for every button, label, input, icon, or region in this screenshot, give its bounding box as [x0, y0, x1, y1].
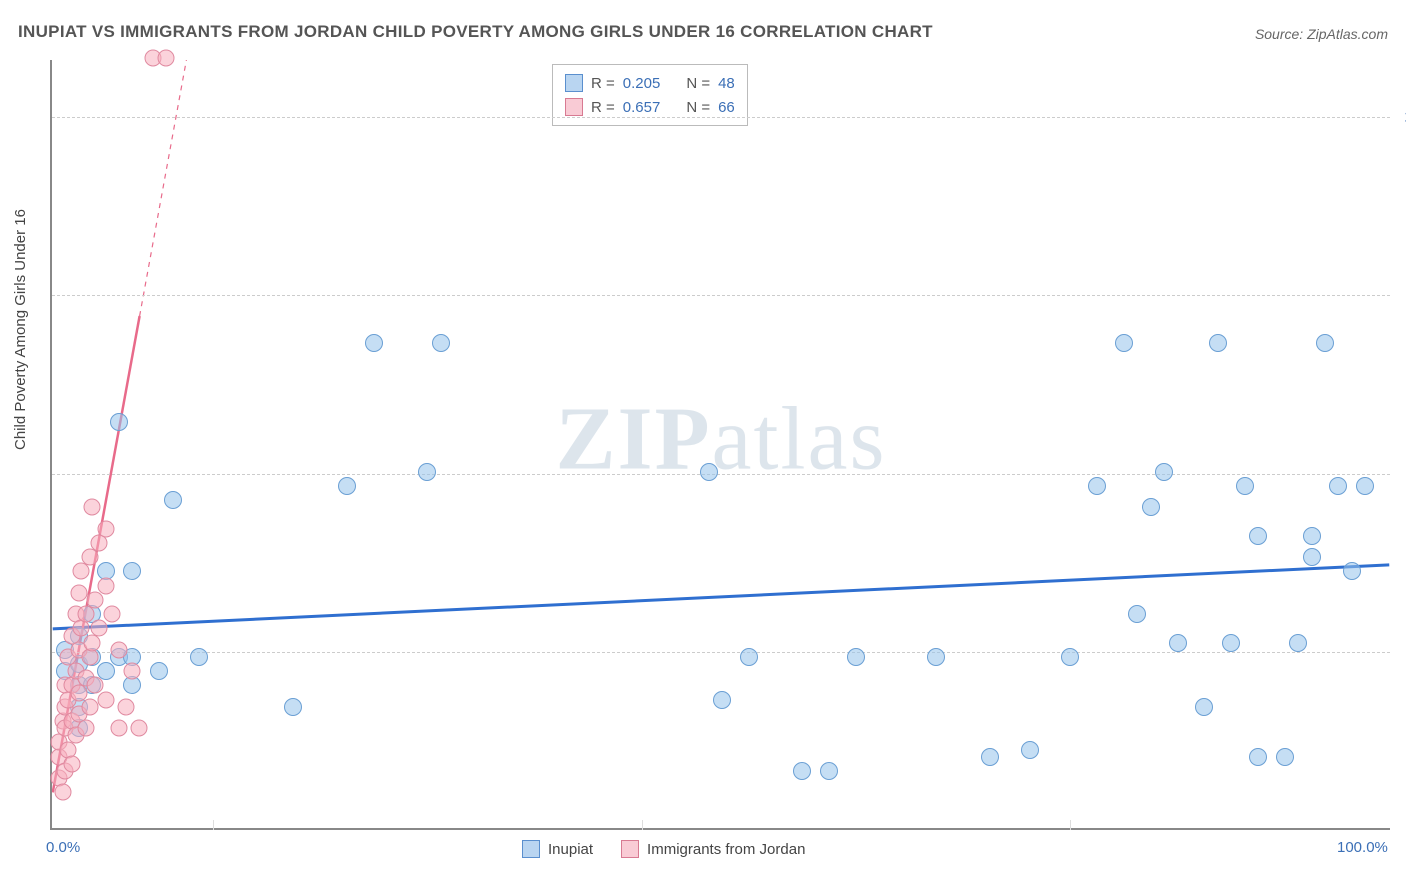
data-point — [97, 520, 114, 537]
data-point — [847, 648, 865, 666]
data-point — [70, 584, 87, 601]
data-point — [77, 720, 94, 737]
data-point — [1236, 477, 1254, 495]
data-point — [97, 577, 114, 594]
data-point — [131, 720, 148, 737]
data-point — [86, 591, 103, 608]
data-point — [1195, 698, 1213, 716]
data-point — [981, 748, 999, 766]
grid-line-v — [213, 820, 214, 830]
data-point — [1169, 634, 1187, 652]
data-point — [84, 499, 101, 516]
data-point — [64, 755, 81, 772]
data-point — [110, 413, 128, 431]
grid-line-v — [642, 820, 643, 830]
data-point — [1222, 634, 1240, 652]
data-point — [1303, 548, 1321, 566]
data-point — [365, 334, 383, 352]
chart-title: INUPIAT VS IMMIGRANTS FROM JORDAN CHILD … — [18, 22, 933, 42]
data-point — [1155, 463, 1173, 481]
trend-lines — [52, 60, 1390, 828]
data-point — [418, 463, 436, 481]
grid-line-h — [52, 117, 1390, 118]
data-point — [1316, 334, 1334, 352]
data-point — [1343, 562, 1361, 580]
data-point — [1329, 477, 1347, 495]
data-point — [157, 50, 174, 67]
data-point — [432, 334, 450, 352]
data-point — [1356, 477, 1374, 495]
legend-item-2: Immigrants from Jordan — [621, 840, 805, 858]
data-point — [1142, 498, 1160, 516]
grid-line-h — [52, 474, 1390, 475]
data-point — [1276, 748, 1294, 766]
data-point — [111, 720, 128, 737]
legend-item-1: Inupiat — [522, 840, 593, 858]
data-point — [1088, 477, 1106, 495]
x-tick-label: 0.0% — [46, 839, 80, 856]
data-point — [124, 663, 141, 680]
y-axis-title: Child Poverty Among Girls Under 16 — [12, 209, 29, 450]
data-point — [111, 641, 128, 658]
data-point — [164, 491, 182, 509]
data-point — [338, 477, 356, 495]
plot-area: ZIPatlas R = 0.205 N = 48 R = 0.657 N = … — [50, 60, 1390, 830]
data-point — [740, 648, 758, 666]
data-point — [77, 606, 94, 623]
data-point — [700, 463, 718, 481]
data-point — [1289, 634, 1307, 652]
data-point — [54, 784, 71, 801]
data-point — [150, 662, 168, 680]
data-point — [713, 691, 731, 709]
data-point — [1061, 648, 1079, 666]
data-point — [117, 698, 134, 715]
grid-line-h — [52, 295, 1390, 296]
data-point — [1128, 605, 1146, 623]
watermark: ZIPatlas — [556, 387, 887, 490]
legend-bottom: Inupiat Immigrants from Jordan — [522, 840, 805, 858]
data-point — [81, 698, 98, 715]
data-point — [190, 648, 208, 666]
swatch-icon — [565, 74, 583, 92]
legend-stat-row-1: R = 0.205 N = 48 — [565, 71, 735, 95]
swatch-icon — [565, 98, 583, 116]
data-point — [1115, 334, 1133, 352]
grid-line-v — [1070, 820, 1071, 830]
data-point — [1249, 527, 1267, 545]
data-point — [104, 606, 121, 623]
data-point — [123, 562, 141, 580]
data-point — [1249, 748, 1267, 766]
data-point — [97, 691, 114, 708]
grid-line-h — [52, 652, 1390, 653]
data-point — [1021, 741, 1039, 759]
data-point — [793, 762, 811, 780]
swatch-icon — [522, 840, 540, 858]
data-point — [820, 762, 838, 780]
source-label: Source: ZipAtlas.com — [1255, 26, 1388, 42]
data-point — [927, 648, 945, 666]
data-point — [81, 549, 98, 566]
data-point — [1303, 527, 1321, 545]
x-tick-label: 100.0% — [1337, 839, 1388, 856]
legend-stat-row-2: R = 0.657 N = 66 — [565, 95, 735, 119]
swatch-icon — [621, 840, 639, 858]
data-point — [1209, 334, 1227, 352]
data-point — [284, 698, 302, 716]
data-point — [90, 620, 107, 637]
